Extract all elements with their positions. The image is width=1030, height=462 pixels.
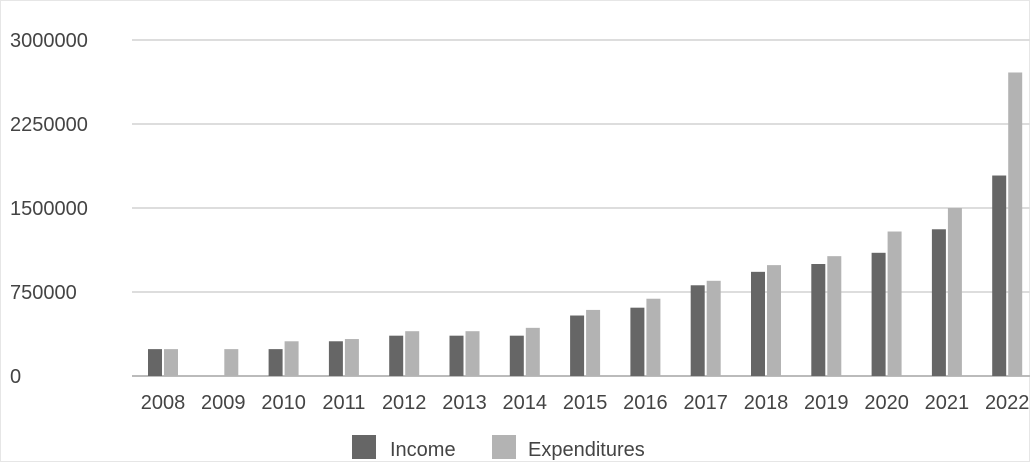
- bar-expenditures-2012: [405, 331, 420, 376]
- x-tick-label: 2011: [322, 392, 365, 414]
- x-tick-label: 2022: [985, 392, 1030, 414]
- bar-expenditures-2019: [827, 256, 842, 376]
- x-tick-label: 2018: [744, 392, 789, 414]
- bar-income-2017: [690, 285, 705, 376]
- bar-expenditures-2014: [525, 327, 540, 376]
- y-tick-label: 3000000: [10, 30, 88, 52]
- x-tick-label: 2020: [864, 392, 909, 414]
- y-tick-label: 1500000: [10, 198, 88, 220]
- bar-expenditures-2016: [646, 298, 661, 376]
- y-axis-tick-labels: 0 750000 1500000 2250000 3000000: [10, 30, 88, 388]
- bar-income-2019: [811, 264, 826, 376]
- x-tick-label: 2014: [503, 392, 548, 414]
- bar-expenditures-2020: [887, 231, 902, 376]
- bar-expenditures-2010: [284, 341, 299, 376]
- legend: Income Expenditures: [352, 435, 645, 461]
- bar-income-2012: [389, 335, 404, 376]
- bar-income-2013: [449, 335, 464, 376]
- x-axis-tick-labels: 2008 2009 2010 2011 2012 2013 2014 2015 2016 2017…: [141, 392, 1030, 414]
- bar-income-2021: [931, 229, 946, 376]
- legend-swatch-income: [352, 435, 376, 459]
- x-tick-label: 2012: [382, 392, 427, 414]
- bar-expenditures-2017: [706, 280, 721, 376]
- bar-income-2015: [570, 315, 585, 376]
- x-tick-label: 2016: [623, 392, 668, 414]
- bar-income-2022: [992, 175, 1007, 376]
- bar-income-2018: [751, 271, 765, 376]
- bar-expenditures-2022: [1008, 72, 1023, 376]
- bar-income-2011: [328, 341, 343, 376]
- bar-expenditures-2013: [465, 331, 480, 376]
- bar-expenditures-2008: [164, 349, 178, 376]
- y-tick-label: 2250000: [10, 114, 88, 136]
- bar-income-2016: [630, 307, 645, 376]
- bar-expenditures-2021: [947, 208, 962, 376]
- x-tick-label: 2021: [925, 392, 970, 414]
- bar-income-2014: [509, 335, 524, 376]
- bar-income-2020: [871, 252, 886, 376]
- bar-income-2008: [148, 349, 162, 376]
- x-tick-label: 2017: [683, 392, 728, 414]
- legend-label-income: Income: [390, 439, 456, 461]
- y-tick-label: 750000: [10, 282, 77, 304]
- legend-swatch-expenditures: [492, 435, 516, 459]
- bar-expenditures-2015: [586, 309, 601, 376]
- bar-expenditures-2018: [767, 265, 781, 376]
- y-tick-label: 0: [10, 366, 21, 388]
- x-tick-label: 2009: [201, 392, 246, 414]
- bars: [148, 72, 1023, 376]
- bar-expenditures-2011: [344, 339, 359, 376]
- x-tick-label: 2010: [261, 392, 306, 414]
- x-tick-label: 2008: [141, 392, 186, 414]
- x-tick-label: 2019: [804, 392, 849, 414]
- bar-expenditures-2009: [224, 349, 239, 376]
- x-tick-label: 2013: [442, 392, 487, 414]
- legend-label-expenditures: Expenditures: [528, 439, 645, 461]
- x-tick-label: 2015: [563, 392, 608, 414]
- bar-income-2010: [268, 349, 283, 376]
